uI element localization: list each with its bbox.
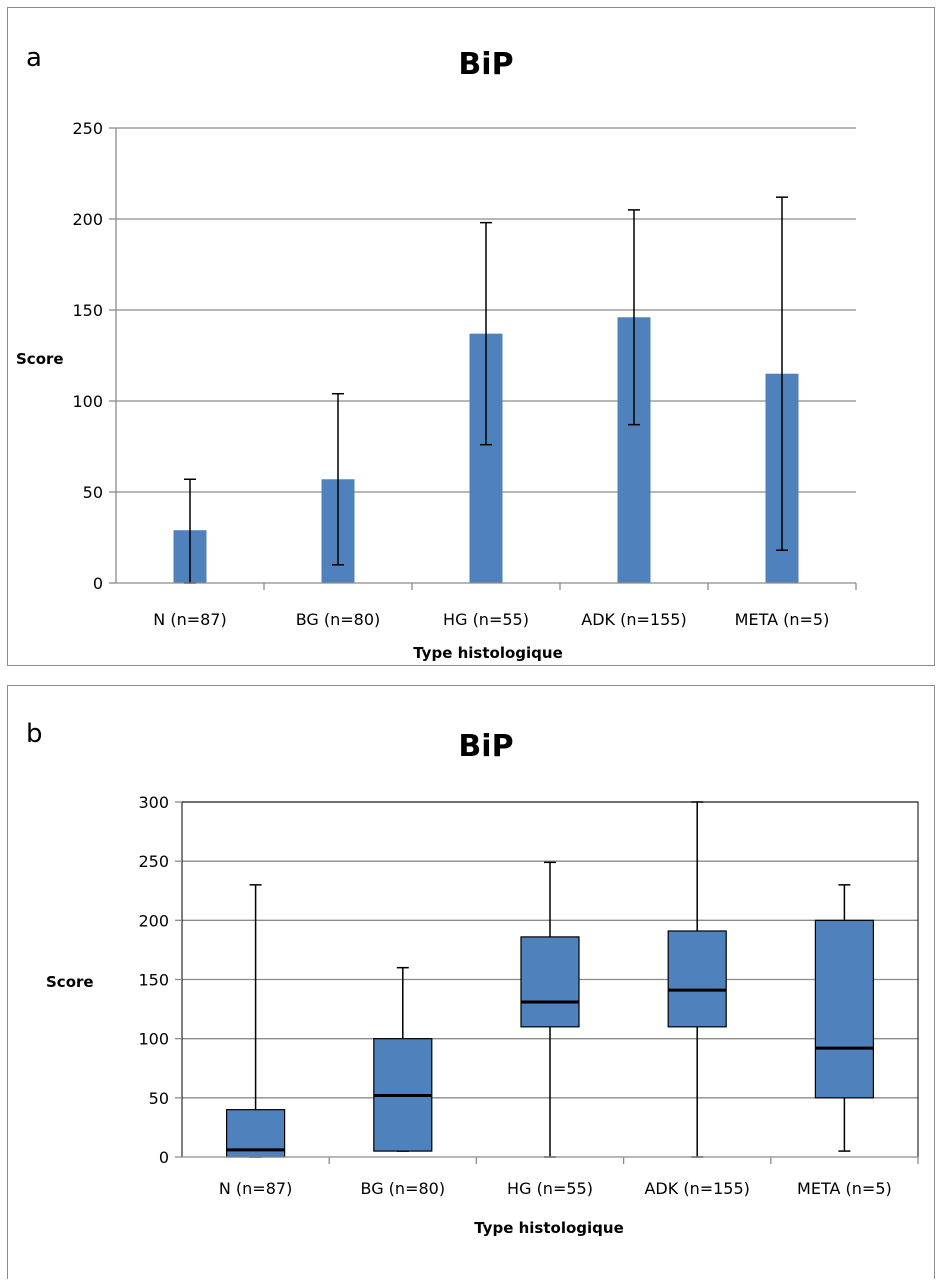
bar-chart-svg: a BiP Score Type histologique 0 50 100 150 2…	[16, 43, 857, 662]
y-tick-label: 50	[83, 483, 103, 502]
y-axis-label: Score	[46, 973, 94, 991]
y-tick-label: 100	[72, 392, 103, 411]
chart-panel-a: a BiP Score Type histologique 0 50 100 150 2…	[7, 7, 935, 666]
chart-panel-b: b BiP Score Type histologique 0 50 100 150 2…	[7, 685, 935, 1279]
x-axis-label: Type histologique	[413, 644, 563, 662]
y-tick-label: 200	[72, 210, 103, 229]
x-tick-label: ADK (n=155)	[581, 610, 686, 629]
x-tick-label: META (n=5)	[735, 610, 830, 629]
y-tick-label: 50	[149, 1089, 169, 1108]
box	[520, 936, 580, 1028]
box	[814, 919, 875, 1099]
x-tick-label: HG (n=55)	[507, 1179, 593, 1198]
panel-label: b	[26, 719, 43, 749]
y-tick-label: 0	[93, 574, 103, 593]
y-tick-label: 250	[138, 852, 169, 871]
chart-title: BiP	[458, 47, 513, 82]
y-tick-label: 0	[159, 1148, 169, 1167]
chart-title: BiP	[458, 729, 513, 764]
box-plot-svg: b BiP Score Type histologique 0 50 100 150 2…	[26, 719, 919, 1237]
y-tick-label: 100	[138, 1030, 169, 1049]
x-tick-label: N (n=87)	[153, 610, 226, 629]
box	[667, 930, 727, 1028]
y-tick-label: 300	[138, 793, 169, 812]
x-tick-label: ADK (n=155)	[644, 1179, 749, 1198]
panel-label: a	[26, 43, 42, 73]
y-tick-label: 150	[72, 301, 103, 320]
x-axis-label: Type histologique	[474, 1219, 624, 1237]
x-tick-label: BG (n=80)	[296, 610, 381, 629]
y-axis-label: Score	[16, 350, 64, 368]
y-tick-label: 200	[138, 911, 169, 930]
x-tick-label: META (n=5)	[797, 1179, 892, 1198]
x-tick-label: HG (n=55)	[443, 610, 529, 629]
y-tick-label: 250	[72, 119, 103, 138]
x-tick-label: N (n=87)	[219, 1179, 292, 1198]
y-tick-label: 150	[138, 971, 169, 990]
x-tick-label: BG (n=80)	[361, 1179, 446, 1198]
